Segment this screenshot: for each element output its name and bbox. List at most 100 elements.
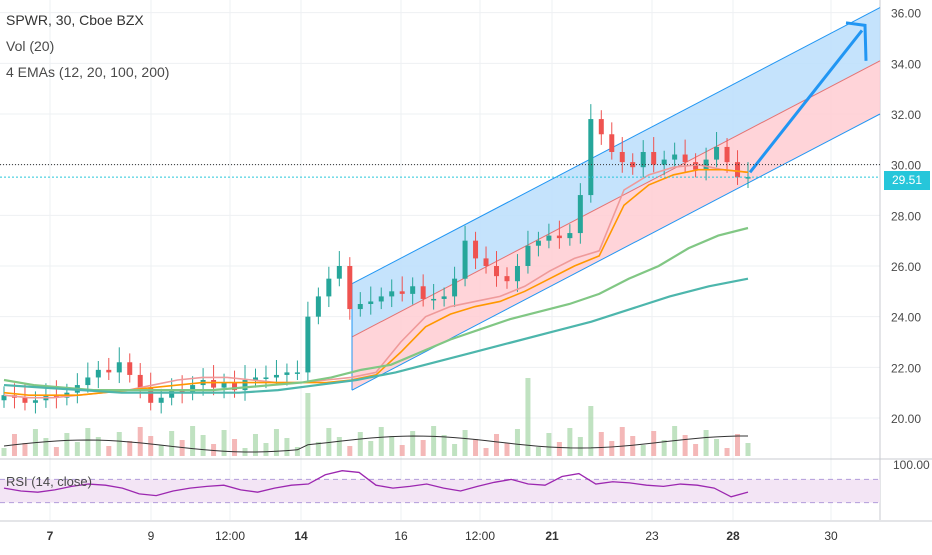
x-tick-label: 12:00	[215, 529, 245, 543]
y-tick-label: 20.00	[891, 412, 921, 426]
candle-body	[410, 286, 416, 294]
symbol-legend[interactable]: SPWR, 30, Cboe BZX	[6, 12, 144, 28]
candle-body	[703, 159, 709, 170]
candle-body	[294, 372, 300, 374]
volume-bar	[378, 427, 384, 456]
volume-bar	[682, 435, 688, 456]
candle-body	[399, 291, 405, 294]
candle-body	[326, 278, 332, 297]
candle-body	[504, 276, 510, 282]
x-tick-label: 21	[545, 529, 559, 543]
volume-bar	[462, 430, 468, 456]
candle-body	[525, 245, 531, 266]
volume-bar	[263, 443, 269, 456]
volume-bar	[127, 441, 133, 456]
volume-bar	[305, 393, 311, 456]
volume-bar	[64, 433, 70, 456]
volume-bar	[598, 432, 604, 456]
candle-body	[158, 397, 164, 403]
volume-bar	[494, 434, 500, 456]
candle-body	[546, 235, 552, 241]
rsi-legend[interactable]: RSI (14, close)	[6, 474, 92, 489]
volume-bar	[630, 436, 636, 456]
y-tick-label: 28.00	[891, 209, 921, 223]
volume-bar	[273, 429, 279, 456]
candle-body	[1, 395, 7, 401]
rsi-top-label: 100.00	[893, 458, 930, 472]
projection-arrow-head	[845, 21, 868, 61]
candle-body	[85, 377, 91, 386]
candle-body	[420, 286, 426, 299]
x-tick-label: 16	[394, 529, 408, 543]
candle-body	[127, 362, 133, 375]
ema-200-line	[3, 277, 749, 394]
candle-body	[336, 266, 342, 279]
candle-body	[462, 240, 468, 279]
candle-body	[630, 162, 636, 168]
x-tick-label: 28	[726, 529, 740, 543]
candle-body	[514, 266, 520, 282]
volume-bar	[483, 448, 489, 456]
candle-body	[148, 387, 154, 403]
channel-mid-line	[351, 60, 881, 338]
volume-ma-line	[3, 435, 749, 453]
volume-bar	[441, 435, 447, 456]
volume-bar	[1, 448, 7, 456]
x-tick-label: 12:00	[465, 529, 495, 543]
ema-legend[interactable]: 4 EMAs (12, 20, 100, 200)	[6, 64, 170, 80]
volume-bar	[347, 446, 353, 456]
volume-bar	[735, 434, 741, 456]
y-tick-label: 36.00	[891, 7, 921, 21]
candle-body	[137, 374, 143, 388]
candle-body	[211, 380, 217, 388]
volume-bar	[169, 431, 175, 456]
candle-body	[273, 374, 279, 378]
volume-bar	[619, 427, 625, 456]
volume-bar	[525, 378, 531, 456]
volume-bar	[724, 448, 730, 456]
volume-bar	[148, 436, 154, 456]
candle-body	[640, 152, 646, 168]
x-tick-label: 7	[47, 529, 54, 543]
y-tick-label: 32.00	[891, 108, 921, 122]
volume-bar	[116, 432, 122, 456]
y-tick-label: 22.00	[891, 361, 921, 375]
y-tick-label: 24.00	[891, 311, 921, 325]
volume-bar	[294, 447, 300, 456]
candle-body	[179, 390, 185, 393]
projection-arrow-line	[748, 29, 864, 174]
candle-body	[242, 380, 248, 391]
x-tick-label: 30	[824, 529, 838, 543]
volume-bar	[43, 438, 49, 456]
volume-bar	[158, 445, 164, 456]
volume-bar	[410, 431, 416, 456]
channel-upper-band	[352, 7, 880, 337]
candle-body	[305, 316, 311, 373]
volume-bar	[74, 442, 80, 456]
candle-body	[368, 301, 374, 304]
candle-body	[588, 119, 594, 196]
candle-body	[22, 397, 28, 403]
candle-body	[661, 159, 667, 165]
candle-body	[284, 372, 290, 375]
candle-body	[693, 162, 699, 170]
candle-body	[735, 162, 741, 178]
candle-body	[441, 296, 447, 299]
candle-body	[609, 134, 615, 152]
candle-body	[221, 382, 227, 388]
volume-legend[interactable]: Vol (20)	[6, 38, 55, 54]
volume-bar	[588, 406, 594, 456]
candle-body	[106, 369, 112, 373]
volume-bar	[714, 439, 720, 456]
volume-bar	[95, 437, 101, 456]
volume-bar	[85, 428, 91, 456]
volume-bar	[211, 444, 217, 456]
volume-bar	[22, 443, 28, 456]
candle-body	[556, 235, 562, 239]
candle-body	[494, 266, 500, 277]
candle-body	[619, 152, 625, 163]
candle-body	[431, 298, 437, 301]
candle-body	[598, 119, 604, 135]
